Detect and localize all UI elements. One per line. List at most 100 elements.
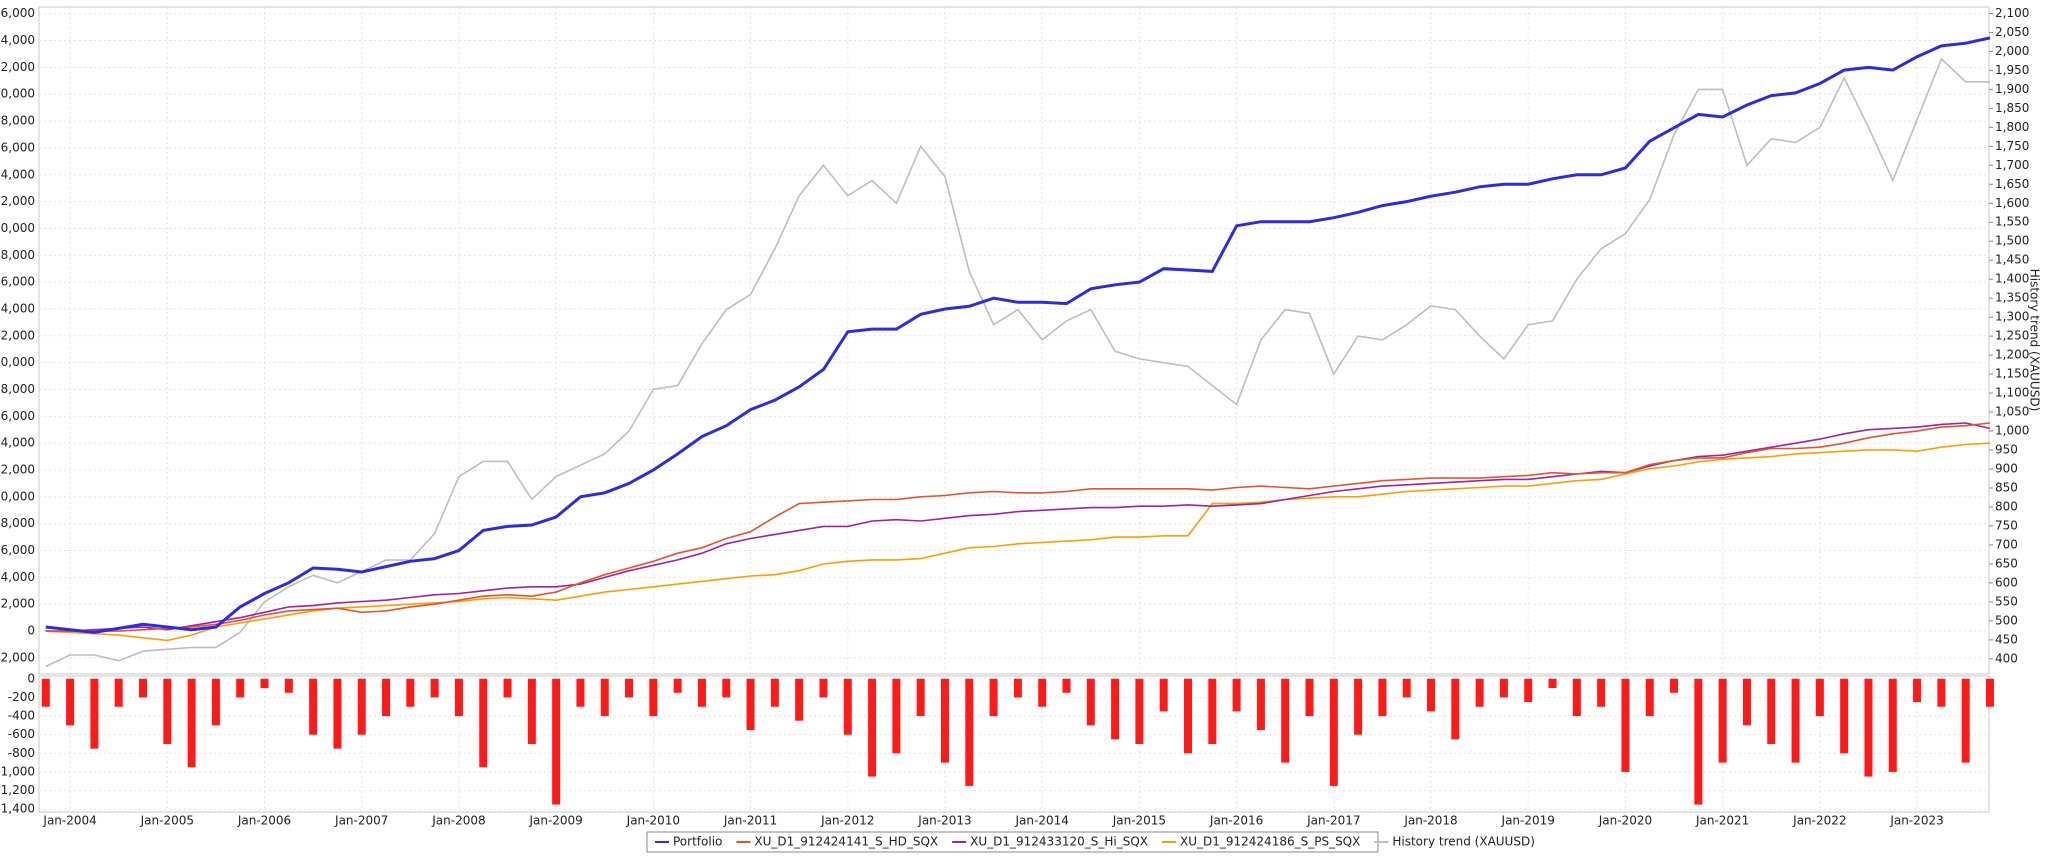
- y-tick-label: 46,000: [0, 6, 35, 20]
- y-tick-label: 0: [27, 671, 35, 685]
- drawdown-plot-frame: [38, 675, 1990, 813]
- drawdown-bar: [163, 678, 172, 744]
- x-tick-label: Jan-2007: [334, 814, 388, 828]
- drawdown-bar: [1815, 678, 1824, 717]
- x-tick-label: Jan-2005: [140, 814, 194, 828]
- legend-label: Portfolio: [673, 835, 722, 849]
- drawdown-bar: [940, 678, 949, 763]
- drawdown-bar: [1329, 678, 1338, 786]
- drawdown-bar: [819, 678, 828, 698]
- y2-tick-label: 850: [1995, 480, 2018, 494]
- drawdown-bar: [382, 678, 391, 717]
- y2-tick-label: 2,000: [1995, 44, 2029, 58]
- y-tick-label: -2,000: [0, 650, 35, 664]
- y2-tick-label: 750: [1995, 518, 2018, 532]
- y2-tick-label: 1,150: [1995, 367, 2029, 381]
- y2-tick-label: 950: [1995, 443, 2018, 457]
- drawdown-bar: [1767, 678, 1776, 744]
- drawdown-bar: [527, 678, 536, 744]
- y-tick-label: 24,000: [0, 301, 35, 315]
- legend-label: XU_D1_912424186_S_PS_SQX: [1180, 835, 1360, 849]
- drawdown-bar: [1111, 678, 1120, 740]
- y2-tick-label: 1,600: [1995, 196, 2029, 210]
- y2-tick-label: 550: [1995, 594, 2018, 608]
- drawdown-bar: [1548, 678, 1557, 689]
- drawdown-bar: [333, 678, 342, 749]
- drawdown-bar: [114, 678, 123, 707]
- series-line: [45, 442, 1991, 642]
- y-tick-label: 40,000: [0, 87, 35, 101]
- y-tick-label: 26,000: [0, 275, 35, 289]
- drawdown-bar: [236, 678, 245, 698]
- drawdown-bar: [697, 678, 706, 707]
- y-tick-label: -200: [8, 690, 35, 704]
- drawdown-bar: [1475, 678, 1484, 707]
- drawdown-bar: [1718, 678, 1727, 763]
- y2-tick-label: 1,550: [1995, 215, 2029, 229]
- drawdown-bar: [1694, 678, 1703, 805]
- drawdown-bar: [600, 678, 609, 717]
- y-tick-label: -1,400: [0, 802, 35, 816]
- y-tick-label: -1,000: [0, 764, 35, 778]
- y2-tick-label: 500: [1995, 613, 2018, 627]
- y2-tick-label: 700: [1995, 537, 2018, 551]
- y-tick-label: 44,000: [0, 33, 35, 47]
- drawdown-bar: [843, 678, 852, 735]
- x-tick-label: Jan-2009: [528, 814, 582, 828]
- main-plot-frame: [38, 6, 1990, 675]
- x-tick-label: Jan-2006: [237, 814, 291, 828]
- drawdown-bar: [1645, 678, 1654, 717]
- y-tick-label: 14,000: [0, 436, 35, 450]
- series-line: [45, 422, 1991, 632]
- x-tick-label: Jan-2013: [917, 814, 971, 828]
- y2-tick-label: 1,950: [1995, 63, 2029, 77]
- y-tick-label: 8,000: [1, 516, 35, 530]
- drawdown-bar: [1985, 678, 1994, 707]
- x-tick-label: Jan-2015: [1112, 814, 1166, 828]
- drawdown-bar: [552, 678, 561, 805]
- drawdown-bar: [1451, 678, 1460, 740]
- y-tick-label: 2,000: [1, 597, 35, 611]
- y2-tick-label: 2,050: [1995, 25, 2029, 39]
- drawdown-bar: [1864, 678, 1873, 777]
- y2-tick-label: 650: [1995, 556, 2018, 570]
- y2-tick-label: 1,900: [1995, 82, 2029, 96]
- y-tick-label: 20,000: [0, 355, 35, 369]
- drawdown-bar: [284, 678, 293, 693]
- x-tick-label: Jan-2017: [1306, 814, 1360, 828]
- y2-tick-label: 1,500: [1995, 234, 2029, 248]
- drawdown-bar: [1937, 678, 1946, 707]
- y2-tick-label: 600: [1995, 575, 2018, 589]
- y-tick-label: 18,000: [0, 382, 35, 396]
- drawdown-bar: [1888, 678, 1897, 772]
- y2-tick-label: 1,200: [1995, 348, 2029, 362]
- x-tick-label: Jan-2008: [431, 814, 485, 828]
- drawdown-bar: [1499, 678, 1508, 698]
- drawdown-bar: [1378, 678, 1387, 717]
- drawdown-bar: [41, 678, 50, 707]
- drawdown-bar: [260, 678, 269, 689]
- drawdown-bar: [357, 678, 366, 735]
- x-tick-label: Jan-2021: [1695, 814, 1749, 828]
- legend-label: History trend (XAUUSD): [1392, 835, 1535, 849]
- drawdown-bar: [211, 678, 220, 726]
- drawdown-bar: [66, 678, 75, 726]
- drawdown-bar: [649, 678, 658, 717]
- y2-tick-label: 400: [1995, 651, 2018, 665]
- drawdown-bar: [1402, 678, 1411, 698]
- y-tick-label: -400: [8, 709, 35, 723]
- y2-tick-label: 1,750: [1995, 139, 2029, 153]
- legend-label: XU_D1_912433120_S_Hi_SQX: [970, 835, 1148, 849]
- drawdown-bar: [1621, 678, 1630, 772]
- y-tick-label: 32,000: [0, 194, 35, 208]
- drawdown-bar: [1961, 678, 1970, 763]
- x-tick-label: Jan-2011: [723, 814, 777, 828]
- drawdown-bar: [1232, 678, 1241, 712]
- drawdown-bar: [965, 678, 974, 786]
- y-tick-label: 38,000: [0, 114, 35, 128]
- y-tick-label: 34,000: [0, 167, 35, 181]
- x-tick-label: Jan-2019: [1501, 814, 1555, 828]
- x-tick-label: Jan-2014: [1015, 814, 1069, 828]
- drawdown-bar: [1135, 678, 1144, 744]
